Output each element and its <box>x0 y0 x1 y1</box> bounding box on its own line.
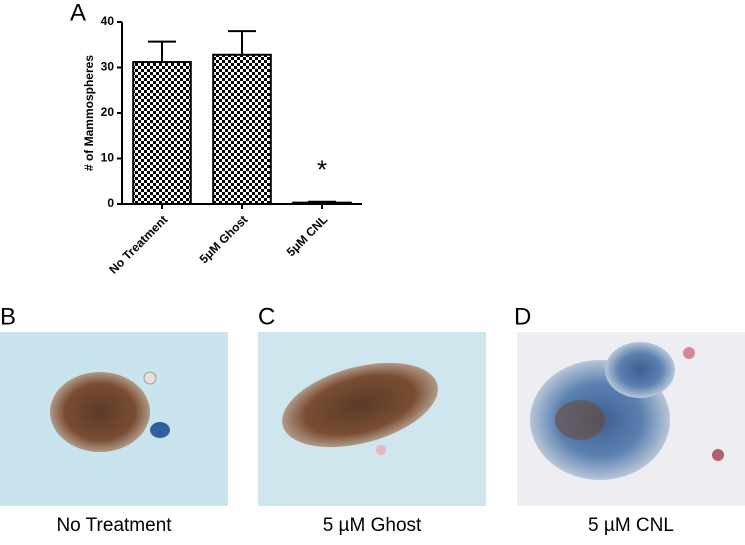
micrograph <box>0 332 228 506</box>
y-tick-label: 10 <box>101 151 115 165</box>
panel-label: B <box>0 303 16 330</box>
bar <box>132 61 192 206</box>
caption: 5 µM Ghost <box>323 515 422 536</box>
panel-label: C <box>258 303 275 330</box>
bar <box>212 53 272 206</box>
panel-label: D <box>514 303 531 330</box>
x-tick-label: 5μM CNL <box>284 212 331 259</box>
caption: 5 µM CNL <box>588 515 674 536</box>
y-tick-label: 20 <box>101 105 115 119</box>
y-axis-label: # of Mammospheres <box>82 55 96 171</box>
caption: No Treatment <box>56 515 172 536</box>
micrograph <box>517 332 745 506</box>
significance-marker: * <box>317 155 327 185</box>
bar <box>292 201 352 205</box>
y-tick-label: 0 <box>107 196 114 210</box>
y-tick-label: 40 <box>101 14 115 28</box>
micrograph <box>258 332 486 506</box>
x-tick-label: No Treatment <box>106 212 170 276</box>
y-tick-label: 30 <box>101 60 115 74</box>
panel-label: A <box>70 0 86 26</box>
x-tick-label: 5μM Ghost <box>197 212 251 266</box>
bar-chart: 0 10 20 30 40 No Treatment 5μM Ghost 5μM CNL * <box>101 14 362 277</box>
